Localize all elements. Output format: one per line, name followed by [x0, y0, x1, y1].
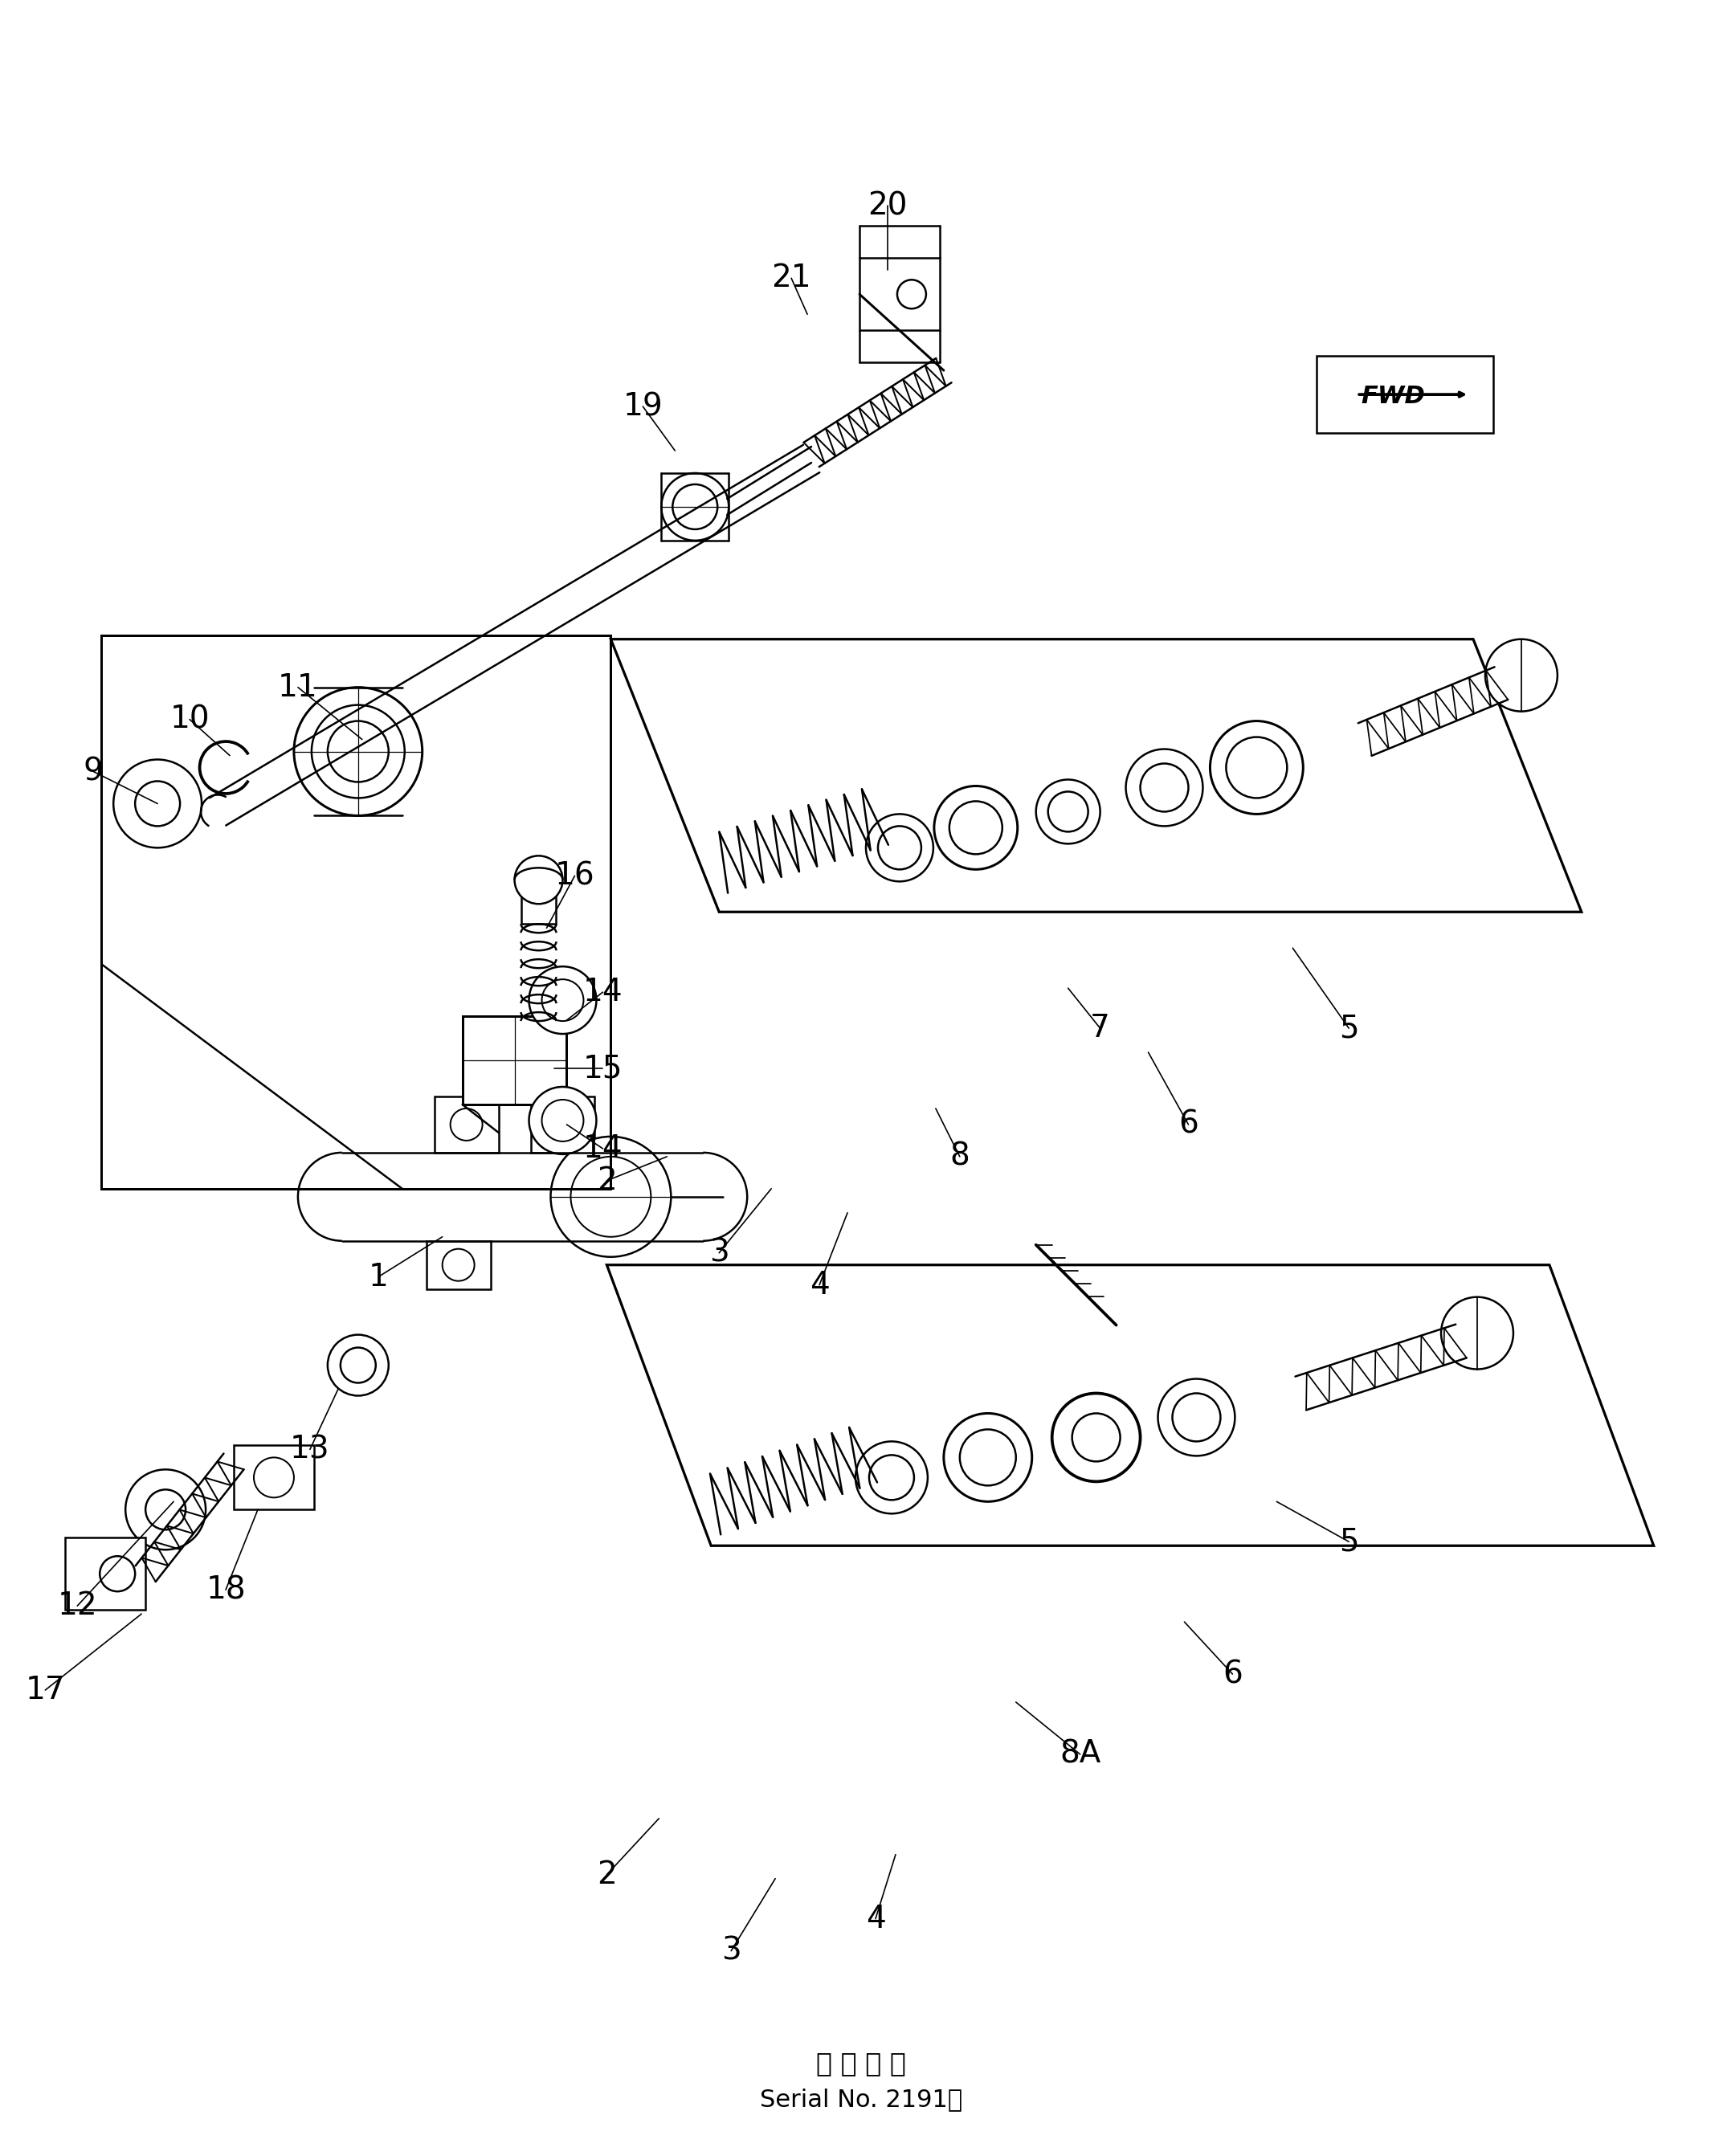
- Text: Serial No. 2191～: Serial No. 2191～: [760, 2087, 963, 2111]
- Text: 21: 21: [772, 263, 812, 293]
- Bar: [860, 259, 939, 330]
- Text: 15: 15: [582, 1052, 622, 1084]
- Text: 3: 3: [710, 1238, 729, 1268]
- Bar: [462, 1015, 567, 1104]
- Text: 17: 17: [26, 1675, 65, 1705]
- Bar: [434, 1097, 498, 1153]
- Text: 11: 11: [277, 673, 319, 703]
- Text: 8: 8: [949, 1141, 970, 1173]
- Text: 5: 5: [1339, 1526, 1359, 1557]
- Text: 8A: 8A: [1060, 1740, 1101, 1770]
- Bar: [520, 880, 557, 925]
- Text: 10: 10: [169, 705, 210, 735]
- Circle shape: [529, 1087, 596, 1153]
- Text: 適 用 号 機: 適 用 号 機: [817, 2050, 906, 2076]
- Text: 19: 19: [624, 390, 663, 423]
- Circle shape: [529, 966, 596, 1035]
- Text: 2: 2: [596, 1858, 617, 1891]
- Circle shape: [295, 688, 422, 815]
- Circle shape: [551, 1136, 670, 1257]
- Circle shape: [327, 1335, 389, 1395]
- Text: 5: 5: [1339, 1013, 1359, 1044]
- Text: 6: 6: [1223, 1658, 1242, 1690]
- Text: 14: 14: [582, 1134, 622, 1164]
- Text: FWD: FWD: [1361, 384, 1425, 407]
- Circle shape: [1440, 1298, 1513, 1369]
- Text: 7: 7: [1091, 1013, 1110, 1044]
- Text: 9: 9: [83, 757, 103, 787]
- Text: 18: 18: [205, 1574, 246, 1604]
- Circle shape: [662, 472, 729, 541]
- Bar: [531, 1097, 594, 1153]
- Bar: [1316, 356, 1494, 433]
- Text: 12: 12: [57, 1591, 96, 1621]
- Text: 1: 1: [369, 1261, 388, 1291]
- Text: 4: 4: [810, 1270, 829, 1300]
- Circle shape: [1053, 1393, 1141, 1481]
- Text: 2: 2: [596, 1166, 617, 1197]
- Circle shape: [1485, 638, 1558, 711]
- Bar: [234, 1445, 314, 1509]
- Bar: [65, 1537, 145, 1611]
- Text: 16: 16: [555, 860, 594, 890]
- Text: 20: 20: [868, 190, 908, 222]
- Circle shape: [515, 856, 563, 903]
- Text: 14: 14: [582, 977, 622, 1007]
- Text: 6: 6: [1179, 1110, 1199, 1141]
- Text: 3: 3: [722, 1936, 741, 1966]
- Text: 13: 13: [289, 1434, 329, 1464]
- Text: 4: 4: [865, 1904, 886, 1934]
- Bar: [426, 1242, 491, 1289]
